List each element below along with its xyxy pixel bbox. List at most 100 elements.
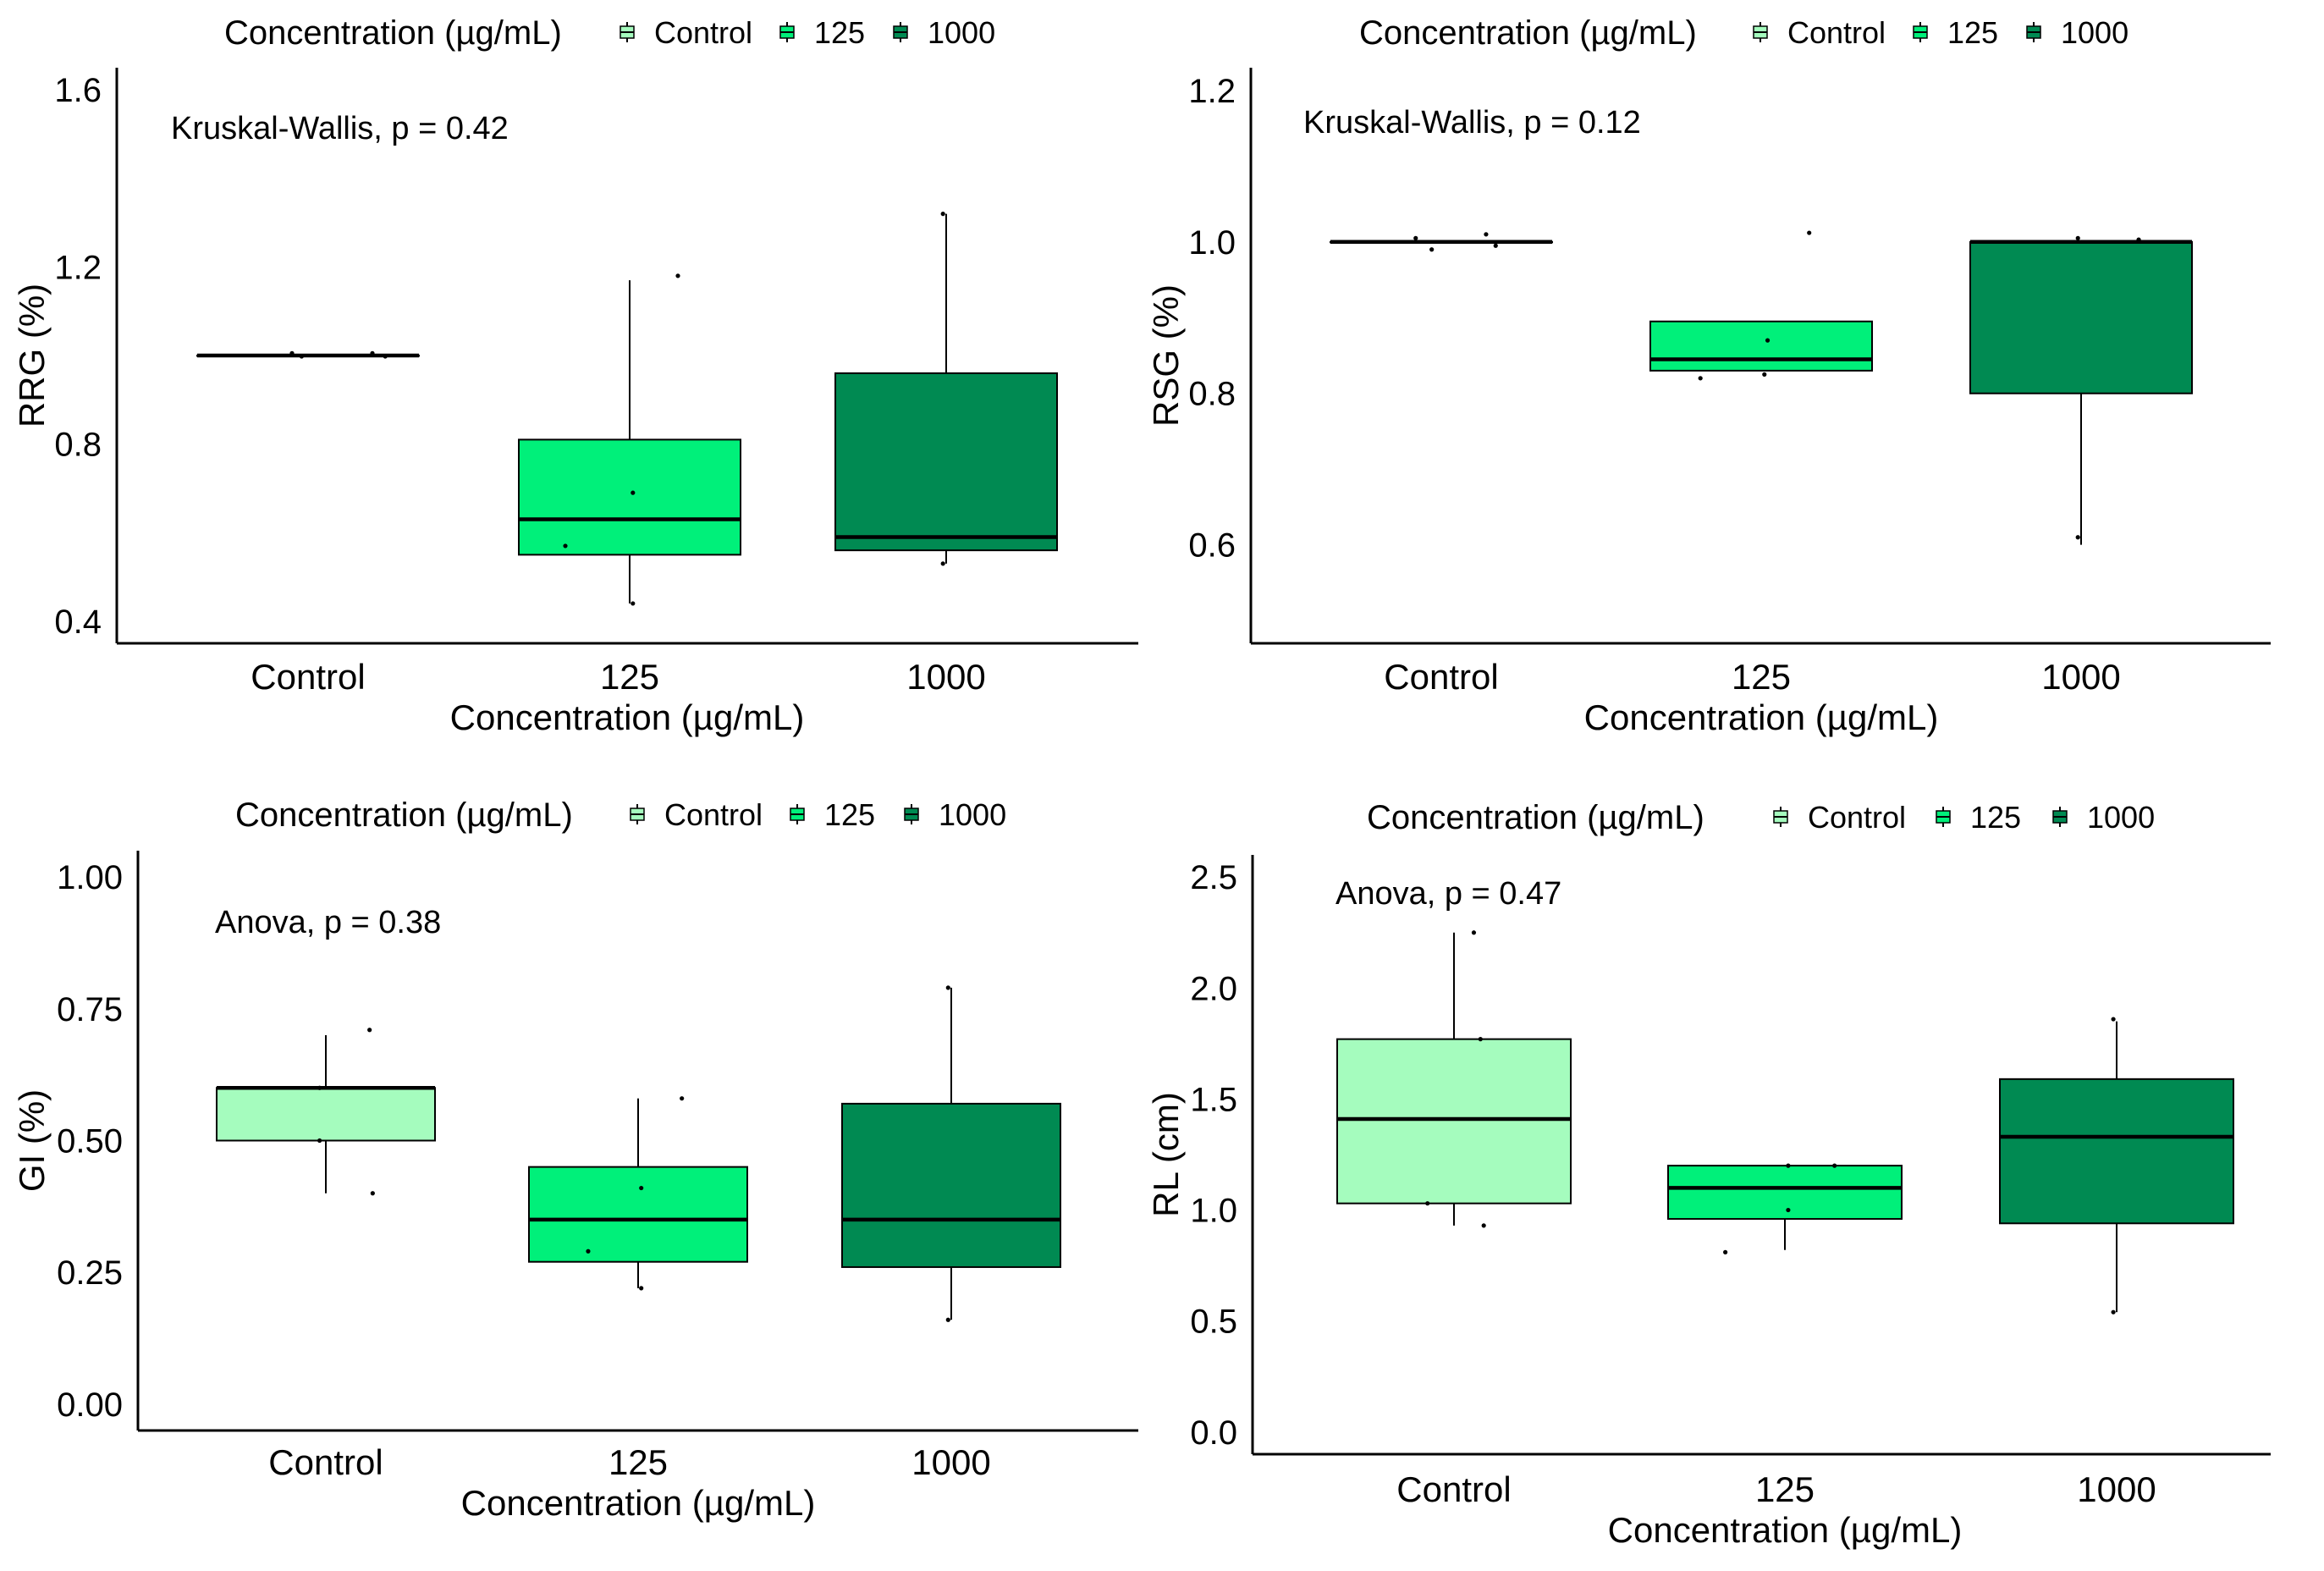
data-point bbox=[940, 212, 945, 217]
y-axis-title: GI (%) bbox=[12, 1089, 52, 1192]
y-tick-label: 0.75 bbox=[57, 991, 123, 1028]
legend-title: Concentration (µg/mL) bbox=[235, 797, 573, 834]
data-point bbox=[367, 1028, 372, 1033]
data-point bbox=[1786, 1207, 1791, 1213]
y-tick-label: 0.4 bbox=[54, 604, 102, 641]
data-point bbox=[631, 490, 636, 495]
data-point bbox=[1484, 232, 1489, 237]
legend-entry: 1000 bbox=[2087, 800, 2155, 835]
x-tick-label: Control bbox=[268, 1442, 383, 1482]
x-tick-label: 125 bbox=[1755, 1469, 1815, 1509]
x-tick-label: Control bbox=[1396, 1469, 1511, 1509]
data-point bbox=[317, 1085, 322, 1090]
data-point bbox=[2111, 1309, 2116, 1315]
chart-panel: Concentration (µg/mL) Control 125 1000 0.00 0… bbox=[12, 797, 1138, 1523]
data-point bbox=[383, 354, 388, 359]
y-tick-label: 1.6 bbox=[54, 72, 102, 109]
data-point bbox=[299, 354, 304, 359]
x-axis-title: Concentration (µg/mL) bbox=[461, 1483, 816, 1523]
x-axis-title: Concentration (µg/mL) bbox=[1608, 1510, 1963, 1550]
y-tick-label: 0.25 bbox=[57, 1254, 123, 1292]
data-point bbox=[317, 1138, 322, 1144]
y-tick-label: 1.00 bbox=[57, 859, 123, 896]
data-point bbox=[639, 1185, 644, 1191]
y-tick-label: 2.0 bbox=[1190, 970, 1237, 1007]
y-tick-label: 1.5 bbox=[1190, 1081, 1237, 1118]
box-iqr bbox=[834, 372, 1058, 552]
data-point bbox=[1698, 376, 1703, 381]
stat-annotation: Anova, p = 0.38 bbox=[215, 905, 441, 940]
data-point bbox=[1478, 1037, 1483, 1042]
chart-panel: Concentration (µg/mL) Control 125 1000 0.0 0.… bbox=[1146, 799, 2271, 1550]
data-point bbox=[563, 543, 568, 548]
y-axis-title: RRG (%) bbox=[12, 284, 52, 427]
x-tick-label: 125 bbox=[600, 657, 659, 697]
x-tick-label: 1000 bbox=[906, 657, 985, 697]
y-axis-title: RL (cm) bbox=[1146, 1092, 1186, 1217]
x-tick-label: 125 bbox=[1732, 657, 1791, 697]
x-tick-label: 1000 bbox=[2041, 657, 2120, 697]
legend-title: Concentration (µg/mL) bbox=[1359, 14, 1697, 52]
legend-entry: 125 bbox=[814, 15, 865, 50]
data-point bbox=[675, 273, 680, 278]
data-point bbox=[370, 1191, 375, 1196]
y-tick-label: 1.2 bbox=[1188, 73, 1236, 110]
legend-entry: Control bbox=[1808, 800, 1906, 835]
stat-annotation: Kruskal-Wallis, p = 0.12 bbox=[1303, 105, 1641, 141]
box-iqr bbox=[1969, 240, 2193, 394]
data-point bbox=[586, 1249, 591, 1254]
y-tick-label: 0.5 bbox=[1190, 1304, 1237, 1341]
data-point bbox=[289, 350, 295, 356]
data-point bbox=[1493, 243, 1498, 248]
data-point bbox=[2075, 235, 2080, 240]
box-iqr bbox=[841, 1102, 1061, 1268]
data-point bbox=[940, 561, 945, 566]
y-tick-label: 1.0 bbox=[1188, 224, 1236, 262]
legend-entry: 125 bbox=[824, 797, 875, 832]
data-point bbox=[1471, 930, 1477, 935]
y-tick-label: 0.8 bbox=[54, 427, 102, 464]
data-point bbox=[945, 985, 950, 990]
y-tick-label: 0.0 bbox=[1190, 1414, 1237, 1452]
legend-entry: 125 bbox=[1947, 15, 1998, 50]
data-point bbox=[2136, 237, 2141, 242]
x-axis-title: Concentration (µg/mL) bbox=[450, 697, 805, 737]
stat-annotation: Anova, p = 0.47 bbox=[1335, 876, 1561, 912]
legend-entry: Control bbox=[1787, 15, 1886, 50]
chart-panel: Concentration (µg/mL) Control 125 1000 0.6 0.… bbox=[1146, 14, 2271, 737]
y-tick-label: 0.00 bbox=[57, 1386, 123, 1424]
x-axis-title: Concentration (µg/mL) bbox=[1584, 697, 1939, 737]
legend-entry: Control bbox=[654, 15, 752, 50]
data-point bbox=[945, 1317, 950, 1322]
data-point bbox=[1765, 338, 1771, 343]
x-tick-label: 1000 bbox=[911, 1442, 990, 1482]
data-point bbox=[1425, 1201, 1430, 1206]
legend-title: Concentration (µg/mL) bbox=[224, 14, 562, 52]
box-iqr bbox=[1336, 1038, 1572, 1204]
x-tick-label: 1000 bbox=[2077, 1469, 2156, 1509]
x-tick-label: Control bbox=[1384, 657, 1498, 697]
data-point bbox=[631, 601, 636, 606]
data-point bbox=[1723, 1249, 1728, 1254]
box-iqr bbox=[1667, 1165, 1903, 1221]
legend-entry: 1000 bbox=[939, 797, 1006, 832]
data-point bbox=[1762, 372, 1767, 377]
y-axis-title: RSG (%) bbox=[1146, 284, 1186, 427]
data-point bbox=[1807, 230, 1812, 235]
y-tick-label: 0.50 bbox=[57, 1123, 123, 1160]
data-point bbox=[1832, 1163, 1837, 1168]
data-point bbox=[639, 1286, 644, 1291]
y-tick-label: 2.5 bbox=[1190, 859, 1237, 896]
legend-entry: 1000 bbox=[928, 15, 995, 50]
data-point bbox=[1481, 1223, 1486, 1228]
box-iqr bbox=[1649, 320, 1873, 372]
box-iqr bbox=[1999, 1078, 2234, 1225]
data-point bbox=[1413, 235, 1418, 240]
x-tick-label: Control bbox=[251, 657, 365, 697]
data-point bbox=[1786, 1163, 1791, 1168]
data-point bbox=[2111, 1017, 2116, 1022]
x-tick-label: 125 bbox=[609, 1442, 668, 1482]
y-tick-label: 0.8 bbox=[1188, 376, 1236, 413]
data-point bbox=[2075, 535, 2080, 540]
